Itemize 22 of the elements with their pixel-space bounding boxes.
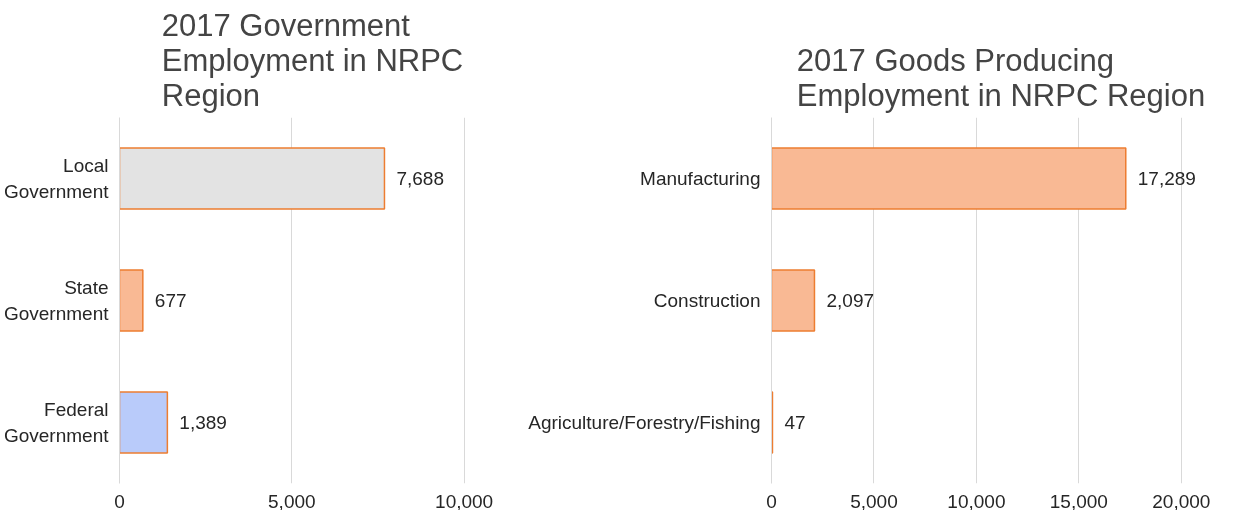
y-tick-label: State Government [3, 277, 110, 324]
data-label: 2,097 [826, 290, 875, 311]
x-tick-label: 5,000 [850, 490, 898, 512]
y-tick-label: Local Government [3, 155, 110, 202]
y-tick-label: Agriculture/Forestry/Fishing [528, 412, 761, 433]
chart-title: 2017 Government Employment in NRPC Region [161, 7, 464, 113]
data-label: 47 [784, 412, 806, 433]
data-label: 17,289 [1137, 168, 1196, 189]
x-tick-label: 5,000 [268, 490, 316, 512]
x-tick-label: 15,000 [1049, 490, 1108, 512]
x-tick-label: 20,000 [1152, 490, 1211, 512]
y-tick-label: Construction [653, 290, 761, 311]
x-tick-label: 10,000 [435, 490, 494, 512]
x-tick-label: 0 [766, 490, 777, 512]
x-tick-label: 10,000 [947, 490, 1006, 512]
data-label: 677 [154, 290, 187, 311]
data-label: 7,688 [396, 168, 445, 189]
data-label: 1,389 [179, 412, 227, 433]
y-tick-label: Manufacturing [640, 168, 761, 189]
chart-title: 2017 Goods Producing Employment in NRPC Region [796, 42, 1206, 113]
x-tick-label: 0 [114, 490, 125, 512]
y-tick-label: Federal Government [3, 399, 110, 446]
